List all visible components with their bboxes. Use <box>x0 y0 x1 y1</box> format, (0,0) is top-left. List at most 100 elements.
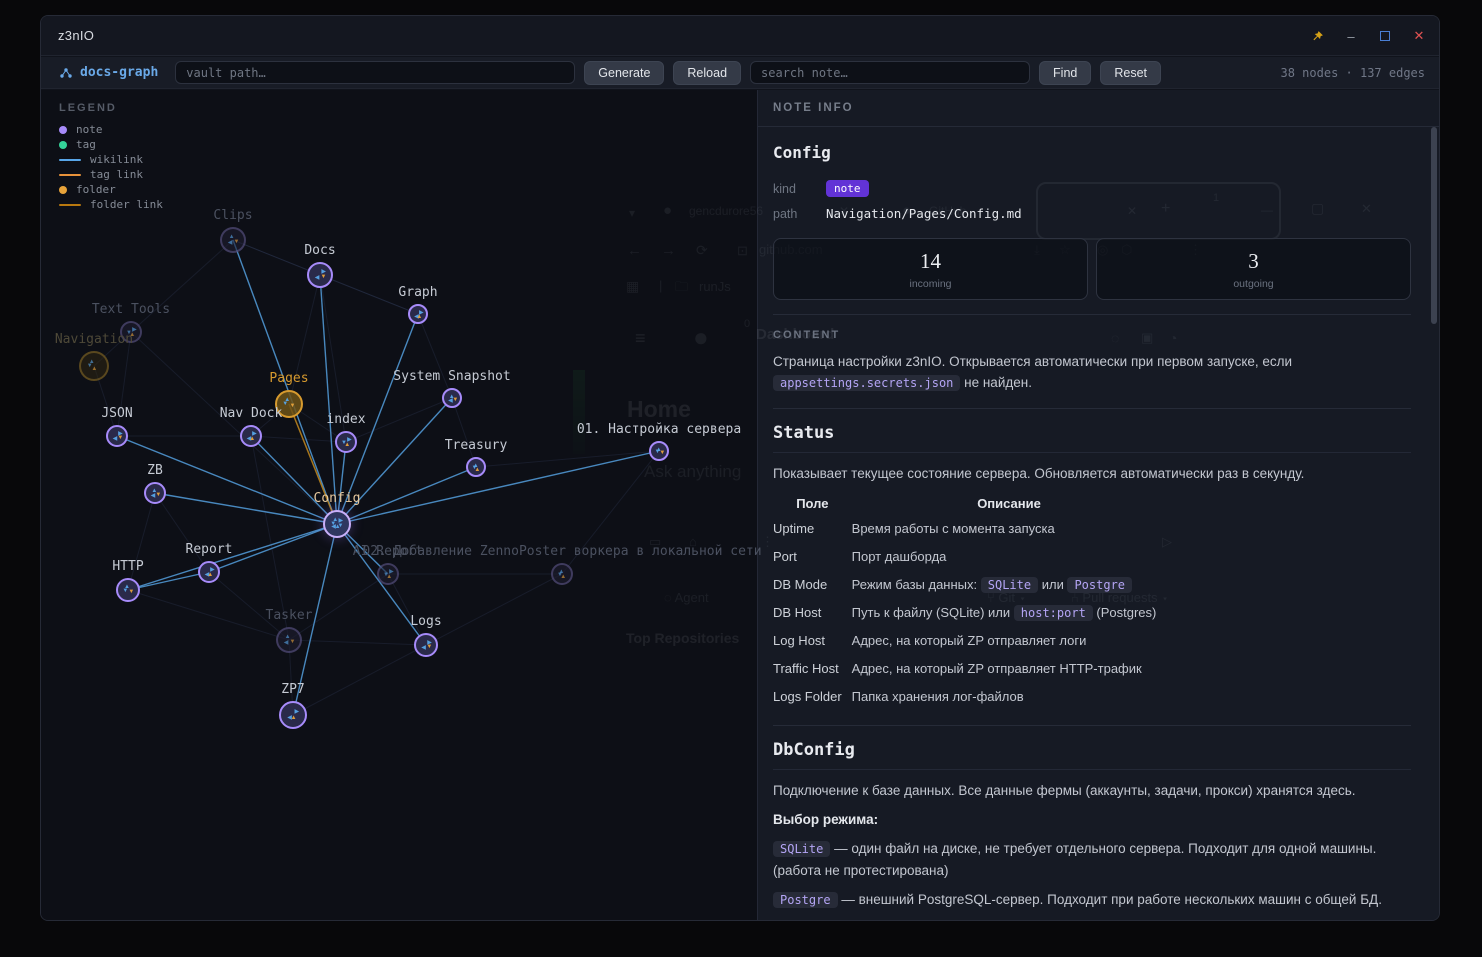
graph-node-syssnap[interactable]: ▲ ▼ ◀ <box>442 388 462 408</box>
graph-edge <box>127 571 210 591</box>
legend-item-tag-link: tag link <box>59 167 163 182</box>
panel-body: Config kind note path Navigation/Pages/C… <box>773 127 1411 920</box>
toolbar: docs-graph Generate Reload Find Reset 38… <box>41 57 1439 89</box>
legend-item-label: note <box>76 123 103 136</box>
docs-graph-label: docs-graph <box>59 65 158 80</box>
graph-edge <box>475 450 660 468</box>
app-window: z3nIO – ✕ docs-graph Generate Reload Fin… <box>40 15 1440 921</box>
kind-row: kind note <box>773 176 1411 201</box>
graph-edge <box>130 239 234 333</box>
graph-node-treasury[interactable]: ▲ ▼ ▲ <box>466 457 486 477</box>
graph-canvas[interactable] <box>41 90 758 920</box>
graph-edge <box>116 331 132 437</box>
edge-arrow-glyph: ▶ <box>389 569 394 576</box>
graph-node-label-syssnap: System Snapshot <box>393 369 511 384</box>
graph-edge <box>319 274 347 443</box>
legend-dot-icon <box>59 140 67 149</box>
graph-node-label-texttools: Text Tools <box>91 302 171 317</box>
section-heading: Status <box>773 423 1411 453</box>
legend-item-label: wikilink <box>90 153 143 166</box>
graph-edges <box>93 239 660 716</box>
graph-node-label-graph: Graph <box>398 285 438 300</box>
search-note-input[interactable] <box>750 61 1031 84</box>
graph-edge <box>127 492 156 591</box>
edge-arrow-glyph: ▼ <box>340 439 347 446</box>
graph-node-label-clips: Clips <box>213 208 253 223</box>
outgoing-count: 3 <box>1248 248 1259 273</box>
graph-node-zb[interactable]: ▲ ▼ ◀ <box>144 482 166 504</box>
graph-node-n01[interactable]: ▼ ▲ ▼ <box>649 441 669 461</box>
edge-arrow-glyph: ▼ <box>654 449 661 456</box>
vault-path-input[interactable] <box>175 61 576 84</box>
generate-button[interactable]: Generate <box>584 60 665 85</box>
panel-header-title: NOTE INFO <box>773 102 854 114</box>
edge-arrow-glyph: ▶ <box>338 517 344 524</box>
graph-node-docs[interactable]: ▼ ◀ ▶ <box>307 262 333 288</box>
table-row: Log Host Адрес, на который ZP отправляет … <box>773 627 1166 655</box>
table-cell: Режим базы данных: SQLite или Postgre <box>852 571 1167 599</box>
scrollbar-thumb[interactable] <box>1431 127 1437 324</box>
table-cell: Uptime <box>773 521 815 536</box>
legend-title: LEGEND <box>59 102 117 114</box>
panel-header: NOTE INFO <box>758 90 1439 127</box>
reset-button[interactable]: Reset <box>1100 60 1162 85</box>
edge-arrow-glyph: ▶ <box>294 708 300 715</box>
panel-scrollbar[interactable] <box>1431 127 1437 920</box>
edge-arrow-glyph: ▲ <box>228 233 235 240</box>
edge-arrow-glyph: ▲ <box>129 332 136 338</box>
table-header: Описание <box>977 496 1041 511</box>
graph-node-tasker[interactable]: ▲ ▼ ◀ <box>276 627 302 653</box>
graph-node-n02[interactable]: ▲ ▼ ▲ <box>551 563 573 585</box>
window-title: z3nIO <box>58 28 95 43</box>
graph-node-graph[interactable]: ◀ ▶ ▲ <box>408 304 428 324</box>
graph-edge <box>154 492 338 525</box>
table-cell: DB Host <box>773 605 822 620</box>
graph-node-index[interactable]: ▶ ▲ ▼ <box>335 431 357 453</box>
graph-edge <box>319 274 338 525</box>
graph-edge <box>288 274 321 405</box>
graph-node-json[interactable]: ▼ ◀ ▶ <box>106 425 128 447</box>
graph-node-pages[interactable]: ▼ ▲ ▼ <box>275 390 303 418</box>
legend-item-label: tag link <box>90 168 143 181</box>
table-header: Поле <box>796 496 829 511</box>
graph-edge <box>336 313 419 525</box>
pin-icon[interactable] <box>1309 28 1325 44</box>
graph-node-label-nav: Navigation <box>54 332 134 347</box>
graph-node-navdock[interactable]: ◀ ▶ ▲ <box>240 425 262 447</box>
edge-arrow-glyph: ▲ <box>448 393 455 400</box>
edge-arrow-glyph: ▲ <box>334 524 341 530</box>
graph-edge <box>417 313 453 399</box>
close-button[interactable]: ✕ <box>1413 28 1425 43</box>
graph-edge <box>288 573 389 641</box>
graph-node-config[interactable]: ▼ ◀ ▶ ▲ ▼ ▲ <box>323 510 351 538</box>
graph-node-aireport[interactable]: ▶ ▲ ▼ <box>377 563 399 585</box>
graph-node-clips[interactable]: ▲ ▼ ◀ <box>220 227 246 253</box>
graph-node-zp7[interactable]: ◀ ▶ ▲ <box>279 701 307 729</box>
minimize-button[interactable]: – <box>1347 28 1355 44</box>
graph-node-report[interactable]: ◀ ▶ ▲ <box>198 561 220 583</box>
graph-edge <box>451 397 477 468</box>
graph-node-http[interactable]: ▼ ▲ ▼ <box>116 578 140 602</box>
graph-node-nav[interactable]: ▲ ▼ ▲ <box>79 351 109 381</box>
find-button[interactable]: Find <box>1039 60 1092 85</box>
incoming-count: 14 <box>920 248 941 273</box>
graph-node-label-aireport: AI Report <box>352 544 424 559</box>
table-cell: DB Mode <box>773 577 828 592</box>
edge-arrow-glyph: ▲ <box>332 517 339 524</box>
reload-button[interactable]: Reload <box>673 60 742 85</box>
edge-arrow-glyph: ▲ <box>416 314 423 320</box>
edge-arrow-glyph: ▲ <box>124 584 130 591</box>
table-row: Logs Folder Папка хранения лог-файлов <box>773 683 1166 711</box>
maximize-button[interactable] <box>1377 28 1393 44</box>
edge-arrow-glyph: ▼ <box>337 522 344 529</box>
edge-arrow-glyph: ▼ <box>128 588 135 595</box>
content-area: ▾●gencdurore56✕●GitHub✕+1—▢✕←→⟳⊡github.c… <box>41 90 1439 920</box>
path-label: path <box>773 206 798 221</box>
graph-node-texttools[interactable]: ▶ ▲ ▼ <box>120 321 142 343</box>
edge-arrow-glyph: ▼ <box>86 362 93 369</box>
panel-paragraph: SQLite — один файл на диске, не требует … <box>773 841 1377 878</box>
graph-edge <box>336 397 453 525</box>
legend-item-folder-link: folder link <box>59 197 163 212</box>
graph-edge <box>288 403 338 525</box>
graph-node-logs[interactable]: ▼ ◀ ▶ <box>414 633 438 657</box>
